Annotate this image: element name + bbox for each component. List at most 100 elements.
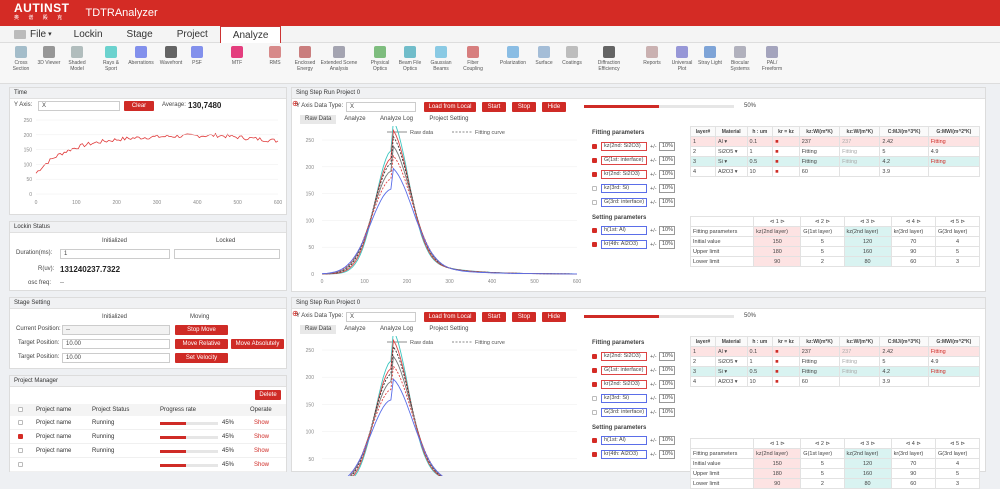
layer-c[interactable]: 2.42 <box>879 136 929 147</box>
show-link[interactable]: Show <box>254 448 270 454</box>
stop-move-button[interactable]: Stop Move <box>175 325 228 335</box>
ribbon-shaded-model-button[interactable]: Shaded Model <box>64 46 90 72</box>
fitting-param-percent[interactable]: 10% <box>659 184 675 193</box>
fitting-param-checkbox[interactable] <box>592 354 597 359</box>
layer-kz2[interactable] <box>839 376 881 387</box>
layer-g[interactable]: Fitting <box>927 346 981 357</box>
fitting-param-percent[interactable]: 10% <box>659 380 675 389</box>
fit-value[interactable]: 4 <box>935 236 980 247</box>
hide-button[interactable]: Hide <box>542 102 566 112</box>
ribbon-physical-optics-button[interactable]: Physical Optics <box>366 46 394 72</box>
layer-material[interactable]: Al2O3 ▾ <box>714 376 748 387</box>
layer-material[interactable]: Si ▾ <box>714 156 748 167</box>
fitting-param-field[interactable]: G(3rd: interface) <box>601 198 647 207</box>
tab-project-setting[interactable]: Project Setting <box>429 326 469 332</box>
fitting-param-field[interactable]: kz(3rd: Si) <box>601 394 647 403</box>
fit-value[interactable]: 5 <box>800 246 845 257</box>
add-layer-icon[interactable]: ⊕ <box>292 309 299 318</box>
layer-kz2[interactable] <box>839 166 881 177</box>
pager-cell[interactable]: ⊲ 2 ⊳ <box>800 216 845 227</box>
layer-kz[interactable]: Fitting <box>798 146 841 157</box>
fitting-param-field[interactable]: G(1st: interface) <box>601 366 647 375</box>
tab-analyze-log[interactable]: Analyze Log <box>380 326 414 332</box>
fitting-param-checkbox[interactable] <box>592 186 597 191</box>
fitting-param-percent[interactable]: 10% <box>659 198 675 207</box>
target-position-input-2[interactable]: 10.00 <box>62 353 170 363</box>
fitting-param-field[interactable]: G(1st: interface) <box>601 156 647 165</box>
pager-cell[interactable]: ⊲ 5 ⊳ <box>935 216 980 227</box>
target-position-input[interactable]: 10.00 <box>62 339 170 349</box>
setting-param-percent[interactable]: 10% <box>659 450 675 459</box>
show-link[interactable]: Show <box>254 434 270 440</box>
pager-cell[interactable]: ⊲ 3 ⊳ <box>843 438 892 449</box>
move-absolutely-button[interactable]: Move Absolutely <box>231 339 284 349</box>
select-all-checkbox[interactable] <box>18 407 23 412</box>
layer-kz[interactable]: Fitting <box>798 156 841 167</box>
setting-param-checkbox[interactable] <box>592 242 597 247</box>
layer-g[interactable]: 4.9 <box>927 356 981 367</box>
layer-kr-eq-kz[interactable]: ■ <box>772 166 800 177</box>
layer-g[interactable]: 4.9 <box>927 146 981 157</box>
setting-param-checkbox[interactable] <box>592 228 597 233</box>
fitting-param-field[interactable]: kr(2nd: Si2O3) <box>601 170 647 179</box>
add-layer-icon[interactable]: ⊕ <box>292 99 299 108</box>
fit-value[interactable]: 3 <box>935 478 980 489</box>
layer-kz2[interactable]: Fitting <box>839 366 881 377</box>
y-axis-data-type-input[interactable]: X <box>346 312 416 322</box>
fitting-param-percent[interactable]: 10% <box>659 156 675 165</box>
fitting-param-field[interactable]: kz(2nd: Si2O3) <box>601 352 647 361</box>
ribbon-universal-plot-button[interactable]: Universal Plot <box>668 46 696 72</box>
setting-param-percent[interactable]: 10% <box>659 240 675 249</box>
fitting-param-checkbox[interactable] <box>592 396 597 401</box>
setting-param-percent[interactable]: 10% <box>659 436 675 445</box>
tab-raw-data[interactable]: Raw Data <box>300 325 337 334</box>
fitting-param-checkbox[interactable] <box>592 368 597 373</box>
fit-value[interactable]: 160 <box>843 246 892 257</box>
start-button[interactable]: Start <box>482 312 506 322</box>
layer-g[interactable]: Fitting <box>927 156 981 167</box>
ribbon-enclosed-energy-button[interactable]: Enclosed Energy <box>292 46 318 72</box>
layer-material[interactable]: Si ▾ <box>714 366 748 377</box>
ribbon-rays-sport-button[interactable]: Rays & Sport <box>98 46 124 72</box>
pager-cell[interactable]: ⊲ 3 ⊳ <box>843 216 892 227</box>
layer-material[interactable]: Al ▾ <box>714 346 748 357</box>
row-checkbox[interactable] <box>18 448 23 453</box>
fit-value[interactable]: 80 <box>843 256 892 267</box>
load-from-local-button[interactable]: Load from Local <box>424 312 476 322</box>
fit-value[interactable]: 150 <box>753 236 802 247</box>
fitting-param-checkbox[interactable] <box>592 158 597 163</box>
fit-value[interactable]: 180 <box>753 246 802 257</box>
fitting-param-field[interactable]: kz(3rd: Si) <box>601 184 647 193</box>
fit-value[interactable]: 80 <box>843 478 892 489</box>
layer-kz[interactable]: 237 <box>798 346 841 357</box>
layer-c[interactable]: 4.2 <box>879 156 929 167</box>
layer-kz2[interactable]: Fitting <box>839 146 881 157</box>
fit-value[interactable]: 5 <box>935 246 980 257</box>
layer-g[interactable]: Fitting <box>927 366 981 377</box>
stop-button[interactable]: Stop <box>512 102 536 112</box>
fitting-param-percent[interactable]: 10% <box>659 142 675 151</box>
pager-cell[interactable]: ⊲ 4 ⊳ <box>890 438 937 449</box>
set-velocity-button[interactable]: Set Velocity <box>175 353 228 363</box>
setting-param-field[interactable]: kr(4th: Al2O3) <box>601 450 647 459</box>
fit-value[interactable]: 60 <box>890 478 937 489</box>
layer-kz[interactable]: 237 <box>798 136 841 147</box>
layer-h[interactable]: 1 <box>746 356 774 367</box>
row-checkbox[interactable] <box>18 434 23 439</box>
ribbon-beam-file-optics-button[interactable]: Beam File Optics <box>396 46 424 72</box>
pager-cell[interactable]: ⊲ 1 ⊳ <box>753 438 802 449</box>
fitting-param-checkbox[interactable] <box>592 410 597 415</box>
layer-h[interactable]: 10 <box>746 166 774 177</box>
setting-param-percent[interactable]: 10% <box>659 226 675 235</box>
ribbon-extended-scene-analysis-button[interactable]: Extended Scene Analysis <box>320 46 358 72</box>
fitting-param-percent[interactable]: 10% <box>659 366 675 375</box>
fitting-param-percent[interactable]: 10% <box>659 394 675 403</box>
fit-value[interactable]: 90 <box>753 256 802 267</box>
ribbon-polarization-button[interactable]: Polarization <box>496 46 530 66</box>
fit-value[interactable]: 4 <box>935 458 980 469</box>
layer-kr-eq-kz[interactable]: ■ <box>772 356 800 367</box>
fit-value[interactable]: 5 <box>800 236 845 247</box>
locked-input[interactable] <box>174 249 280 259</box>
ribbon-mtf-button[interactable]: MTF <box>216 46 258 66</box>
layer-kr-eq-kz[interactable]: ■ <box>772 346 800 357</box>
